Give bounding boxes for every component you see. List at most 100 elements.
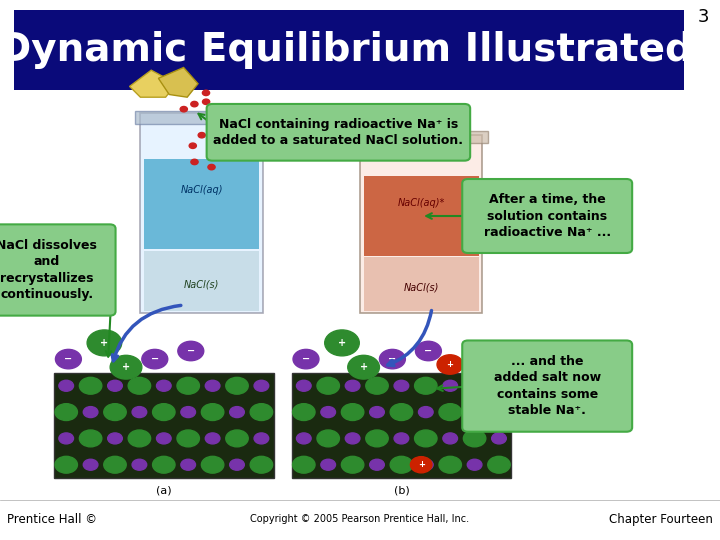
Text: −: − [302, 354, 310, 364]
Text: −: − [150, 354, 159, 364]
Circle shape [366, 377, 388, 394]
Circle shape [178, 341, 204, 361]
FancyBboxPatch shape [360, 135, 482, 313]
FancyBboxPatch shape [144, 251, 259, 310]
Text: −: − [186, 346, 195, 356]
Polygon shape [158, 68, 198, 97]
Circle shape [348, 355, 379, 379]
Circle shape [250, 456, 273, 473]
FancyBboxPatch shape [144, 159, 259, 249]
Circle shape [142, 349, 168, 369]
Circle shape [55, 404, 78, 421]
Circle shape [153, 456, 175, 473]
Circle shape [198, 132, 205, 138]
FancyBboxPatch shape [364, 176, 479, 256]
Circle shape [181, 459, 196, 470]
FancyBboxPatch shape [292, 373, 511, 478]
FancyBboxPatch shape [135, 111, 269, 124]
Circle shape [366, 430, 388, 447]
Circle shape [292, 404, 315, 421]
Text: After a time, the
solution contains
radioactive Na⁺ ...: After a time, the solution contains radi… [484, 193, 611, 239]
Text: NaCl(aq)*: NaCl(aq)* [397, 198, 445, 208]
Circle shape [153, 404, 175, 421]
Circle shape [487, 456, 510, 473]
Circle shape [394, 433, 409, 444]
Circle shape [209, 141, 216, 146]
Circle shape [202, 90, 210, 96]
FancyBboxPatch shape [14, 10, 684, 90]
Text: NaCl(s): NaCl(s) [403, 282, 439, 292]
Circle shape [321, 407, 336, 417]
Circle shape [492, 433, 506, 444]
Circle shape [439, 456, 462, 473]
Circle shape [79, 377, 102, 394]
Circle shape [132, 407, 147, 417]
Circle shape [156, 433, 171, 444]
Circle shape [443, 433, 457, 444]
Circle shape [156, 380, 171, 392]
Circle shape [79, 430, 102, 447]
Circle shape [189, 143, 197, 148]
Circle shape [390, 456, 413, 473]
Circle shape [226, 430, 248, 447]
Circle shape [230, 459, 244, 470]
Circle shape [492, 380, 506, 392]
Text: +: + [418, 460, 425, 469]
Circle shape [202, 456, 224, 473]
Text: NaCl dissolves
and
recrystallizes
continuously.: NaCl dissolves and recrystallizes contin… [0, 239, 97, 301]
Text: (a): (a) [156, 485, 172, 496]
Circle shape [437, 355, 463, 374]
FancyBboxPatch shape [0, 225, 115, 315]
Polygon shape [130, 70, 176, 97]
FancyBboxPatch shape [207, 104, 470, 160]
Circle shape [439, 404, 462, 421]
Circle shape [418, 407, 433, 417]
Text: +: + [359, 362, 368, 372]
Circle shape [108, 380, 122, 392]
Circle shape [202, 404, 224, 421]
Circle shape [108, 433, 122, 444]
Circle shape [55, 349, 81, 369]
Text: (b): (b) [394, 485, 410, 496]
Circle shape [132, 459, 147, 470]
Text: −: − [64, 354, 73, 364]
Circle shape [487, 404, 510, 421]
Circle shape [317, 430, 339, 447]
Circle shape [464, 430, 486, 447]
Circle shape [293, 349, 319, 369]
Text: −: − [388, 354, 397, 364]
Circle shape [464, 377, 486, 394]
Circle shape [128, 377, 150, 394]
Circle shape [230, 407, 244, 417]
Text: Dynamic Equilibrium Illustrated: Dynamic Equilibrium Illustrated [0, 31, 693, 69]
Text: +: + [122, 362, 130, 372]
Text: NaCl containing radioactive Na⁺ is
added to a saturated NaCl solution.: NaCl containing radioactive Na⁺ is added… [213, 118, 464, 147]
Circle shape [250, 404, 273, 421]
Circle shape [390, 404, 413, 421]
Circle shape [254, 380, 269, 392]
Text: Prentice Hall ©: Prentice Hall © [7, 513, 97, 526]
Text: NaCl(s): NaCl(s) [184, 279, 220, 289]
Circle shape [292, 456, 315, 473]
Text: ... and the
added salt now
contains some
stable Na⁺.: ... and the added salt now contains some… [494, 355, 600, 417]
Circle shape [104, 456, 126, 473]
Circle shape [321, 459, 336, 470]
Circle shape [205, 380, 220, 392]
Circle shape [369, 459, 384, 470]
Circle shape [346, 433, 360, 444]
Text: +: + [446, 360, 454, 369]
Circle shape [128, 430, 150, 447]
Circle shape [443, 380, 457, 392]
Circle shape [208, 164, 215, 170]
FancyBboxPatch shape [54, 373, 274, 478]
Circle shape [317, 377, 339, 394]
Circle shape [226, 377, 248, 394]
Circle shape [202, 99, 210, 105]
Circle shape [346, 380, 360, 392]
Circle shape [180, 106, 187, 112]
Text: +: + [100, 338, 109, 348]
Circle shape [87, 330, 122, 356]
Circle shape [467, 407, 482, 417]
Circle shape [205, 433, 220, 444]
Circle shape [177, 377, 199, 394]
